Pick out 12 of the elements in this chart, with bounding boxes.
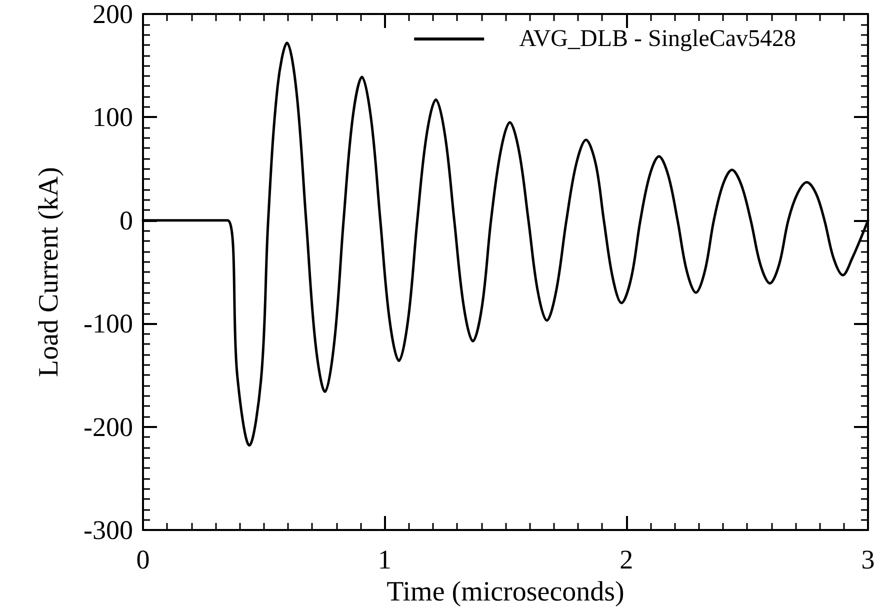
legend-label: AVG_DLB - SingleCav5428	[519, 26, 796, 52]
x-tick-label: 3	[861, 544, 875, 574]
y-tick-label: -300	[84, 515, 133, 545]
y-tick-label: -200	[84, 412, 133, 442]
y-tick-label: 100	[92, 102, 133, 132]
y-tick-label: 200	[92, 0, 133, 29]
y-tick-label: 0	[120, 205, 133, 236]
x-tick-label: 1	[378, 544, 392, 574]
x-tick-label: 2	[620, 544, 634, 574]
y-tick-label: -100	[84, 308, 133, 339]
y-axis-title: Load Current (kA)	[34, 167, 64, 377]
x-axis-title: Time (microseconds)	[386, 576, 624, 608]
